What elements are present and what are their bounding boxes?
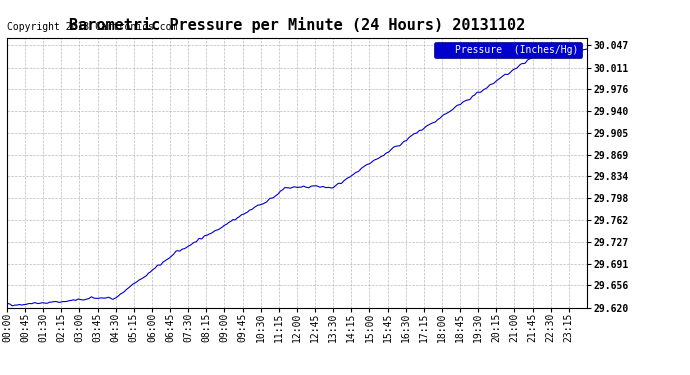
Text: Copyright 2013 Cartronics.com: Copyright 2013 Cartronics.com — [7, 22, 177, 32]
Legend: Pressure  (Inches/Hg): Pressure (Inches/Hg) — [434, 42, 582, 58]
Text: Barometric Pressure per Minute (24 Hours) 20131102: Barometric Pressure per Minute (24 Hours… — [68, 17, 525, 33]
